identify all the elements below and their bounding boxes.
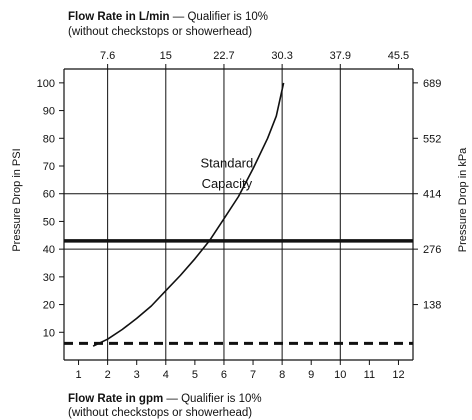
curve-label: Standard [200, 155, 253, 170]
x-tick-label-top: 22.7 [213, 50, 234, 62]
y-axis-title-right: Pressure Drop in kPa [457, 147, 469, 252]
y-tick-label-left: 70 [43, 161, 55, 173]
x-tick-label-bottom: 5 [192, 369, 198, 381]
grid [64, 69, 413, 360]
curve-label: Capacity [202, 176, 253, 191]
x-tick-label-bottom: 12 [392, 369, 404, 381]
x-tick-label-top: 45.5 [388, 50, 409, 62]
y-tick-label-left: 50 [43, 216, 55, 228]
top-caption-line2: (without checkstops or showerhead) [68, 26, 252, 38]
y-tick-label-right: 689 [423, 78, 441, 90]
top-caption-bold: Flow Rate in L/min [68, 11, 170, 23]
bottom-caption-rest: — Qualifier is 10% [163, 393, 261, 405]
y-axis-title-left: Pressure Drop in PSI [11, 148, 23, 251]
series-line-standard-capacity [92, 82, 285, 347]
y-tick-label-left: 10 [43, 327, 55, 339]
top-caption: Flow Rate in L/min — Qualifier is 10% [68, 11, 268, 23]
y-tick-label-left: 20 [43, 300, 55, 312]
y-tick-label-left: 80 [43, 133, 55, 145]
x-tick-label-bottom: 8 [279, 369, 285, 381]
y-tick-label-left: 90 [43, 106, 55, 118]
x-tick-label-bottom: 3 [134, 369, 140, 381]
bottom-caption-bold: Flow Rate in gpm [68, 393, 163, 405]
y-tick-label-left: 30 [43, 272, 55, 284]
x-tick-label-bottom: 7 [250, 369, 256, 381]
bottom-caption: Flow Rate in gpm — Qualifier is 10% [68, 393, 262, 405]
x-tick-label-bottom: 2 [105, 369, 111, 381]
x-tick-label-top: 15 [160, 50, 172, 62]
axes [59, 64, 418, 365]
tick-labels: 1 2 3 4 5 6 7 8 9 10 11 127.6 15 22.7 30.3 37.9 45.51020… [37, 50, 442, 381]
y-tick-label-right: 552 [423, 133, 441, 145]
top-caption-rest: — Qualifier is 10% [170, 11, 268, 23]
y-tick-label-right: 138 [423, 300, 441, 312]
x-tick-label-bottom: 4 [163, 369, 169, 381]
bottom-caption-line2: (without checkstops or showerhead) [68, 407, 252, 419]
x-tick-label-top: 37.9 [330, 50, 351, 62]
x-tick-label-bottom: 9 [308, 369, 314, 381]
reference-lines [64, 239, 413, 345]
y-tick-label-left: 40 [43, 244, 55, 256]
x-tick-label-bottom: 11 [364, 369, 375, 381]
series [92, 82, 285, 347]
y-tick-label-right: 276 [423, 244, 441, 256]
x-tick-label-bottom: 10 [334, 369, 346, 381]
x-tick-label-top: 30.3 [271, 50, 292, 62]
y-tick-label-right: 414 [423, 189, 441, 201]
x-tick-label-bottom: 6 [221, 369, 227, 381]
y-tick-label-left: 60 [43, 189, 55, 201]
x-tick-label-bottom: 1 [75, 369, 81, 381]
y-tick-label-left: 100 [37, 78, 55, 90]
x-tick-label-top: 7.6 [100, 50, 115, 62]
